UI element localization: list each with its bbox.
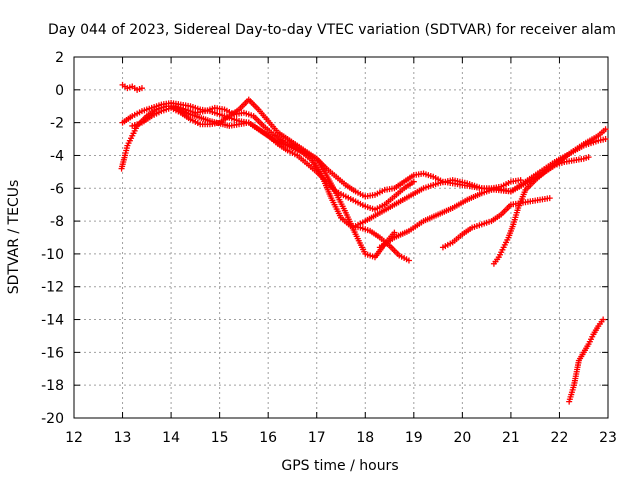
y-tick-label: -16 <box>41 345 64 361</box>
x-tick-label: 16 <box>259 430 277 446</box>
x-axis-label: GPS time / hours <box>281 458 398 474</box>
data-point <box>602 126 609 133</box>
x-tick-label: 15 <box>211 430 229 446</box>
series-arc-10 <box>566 316 607 405</box>
data-point <box>405 257 412 264</box>
y-tick-label: -20 <box>41 411 64 427</box>
x-tick-label: 14 <box>162 430 180 446</box>
series-arc-7 <box>376 136 609 251</box>
data-points <box>118 81 609 405</box>
data-point <box>546 195 553 202</box>
y-tick-label: -8 <box>50 214 64 230</box>
x-tick-label: 19 <box>405 430 423 446</box>
chart-title: Day 044 of 2023, Sidereal Day-to-day VTE… <box>48 22 616 38</box>
x-tick-label: 17 <box>308 430 326 446</box>
axes: 12 13 14 15 16 17 18 19 20 21 22 2320-2-4-6-8-10-12… <box>41 50 617 446</box>
x-tick-label: 12 <box>65 430 83 446</box>
series-arc-2 <box>118 103 412 264</box>
x-tick-label: 13 <box>114 430 132 446</box>
y-tick-label: -12 <box>41 280 64 296</box>
data-point <box>517 177 524 184</box>
series-arc-9 <box>490 154 592 267</box>
y-tick-label: -4 <box>50 148 64 164</box>
data-point <box>410 178 417 185</box>
series-arc-6 <box>352 126 609 230</box>
y-tick-label: -6 <box>50 181 64 197</box>
plot-border <box>73 56 609 419</box>
x-tick-label: 22 <box>551 430 569 446</box>
y-tick-label: -14 <box>41 313 64 329</box>
y-tick-label: -18 <box>41 378 64 394</box>
data-point <box>138 85 145 92</box>
series-arc-4 <box>129 96 398 261</box>
y-tick-label: -10 <box>41 247 64 263</box>
data-point <box>602 136 609 143</box>
series-arc-1 <box>119 81 145 93</box>
x-tick-label: 18 <box>356 430 374 446</box>
y-tick-label: 0 <box>55 83 64 99</box>
data-point <box>585 154 592 161</box>
y-tick-label: -2 <box>50 116 64 132</box>
y-tick-label: 2 <box>55 50 64 66</box>
x-tick-label: 20 <box>453 430 471 446</box>
y-axis-label: SDTVAR / TECUs <box>6 180 22 295</box>
data-point <box>600 316 607 323</box>
x-tick-label: 21 <box>502 430 520 446</box>
x-tick-label: 23 <box>599 430 617 446</box>
